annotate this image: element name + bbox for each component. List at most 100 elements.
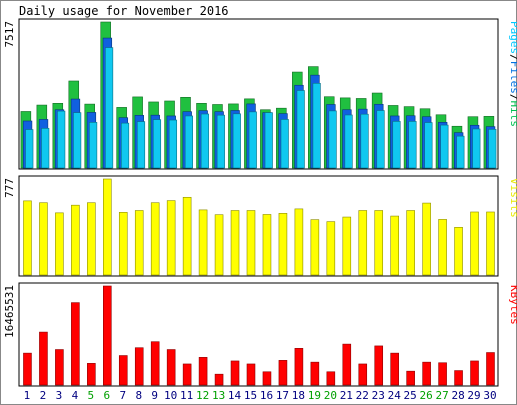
kbytes-panel-bar-kbytes-27 [438, 362, 447, 386]
kbytes-panel-bar-kbytes-9 [150, 341, 160, 386]
kbytes-panel-bar-kbytes-7 [118, 355, 128, 386]
visits-panel-bar-visits-17 [278, 213, 288, 276]
hits-panel-bar-pages-20 [328, 110, 337, 169]
hits-panel-bar-pages-11 [184, 115, 193, 169]
x-tick-label-27: 27 [435, 389, 448, 402]
hits-panel-bar-pages-22 [360, 113, 369, 169]
hits-panel-bar-pages-16 [264, 112, 273, 169]
visits-panel-bar-visits-30 [486, 211, 495, 276]
kbytes-panel-bar-kbytes-26 [422, 361, 431, 386]
visits-panel-bar-visits-5 [87, 202, 96, 276]
x-tick-label-14: 14 [228, 389, 242, 402]
visits-panel-bar-visits-23 [374, 210, 384, 276]
visits-panel-max-label: 777 [3, 178, 16, 198]
hits-panel-bar-pages-21 [344, 114, 353, 169]
kbytes-panel-bar-kbytes-5 [87, 363, 96, 386]
x-tick-label-2: 2 [40, 389, 47, 402]
kbytes-panel-frame [18, 282, 499, 387]
x-tick-label-21: 21 [340, 389, 353, 402]
visits-panel-bar-visits-28 [454, 227, 463, 276]
kbytes-panel-bar-kbytes-2 [39, 331, 48, 386]
visits-panel-legend-item-0: Visits [508, 178, 517, 218]
visits-panel-bar-visits-6 [103, 178, 112, 276]
hits-panel-bar-pages-23 [376, 110, 385, 169]
hits-panel-bar-pages-18 [296, 90, 305, 169]
hits-panel-max-label: 7517 [3, 21, 16, 48]
visits-panel-bar-visits-9 [150, 202, 160, 276]
x-tick-label-3: 3 [56, 389, 63, 402]
hits-panel-bar-pages-3 [57, 110, 66, 169]
kbytes-panel-bar-kbytes-3 [55, 349, 64, 386]
panels-group: 7517Pages/Files/Hits777Visits16465531KBy… [3, 18, 517, 387]
hits-panel-bar-pages-10 [168, 119, 178, 169]
kbytes-panel-bar-kbytes-1 [23, 352, 32, 386]
hits-panel-bar-pages-1 [25, 129, 34, 169]
x-tick-label-19: 19 [308, 389, 321, 402]
x-tick-label-8: 8 [135, 389, 142, 402]
x-tick-label-4: 4 [72, 389, 79, 402]
x-tick-label-1: 1 [24, 389, 31, 402]
kbytes-panel-bar-kbytes-22 [358, 363, 368, 386]
visits-panel-bar-visits-3 [55, 212, 64, 276]
x-tick-label-22: 22 [356, 389, 369, 402]
hits-panel-bar-pages-19 [312, 83, 321, 169]
hits-panel-bar-pages-30 [488, 129, 497, 169]
hits-panel-bar-pages-4 [73, 112, 82, 169]
kbytes-panel-max-label: 16465531 [3, 285, 16, 338]
visits-panel-frame [18, 175, 499, 277]
kbytes-panel-bar-kbytes-29 [470, 360, 479, 386]
chart-title: Daily usage for November 2016 [19, 4, 229, 18]
visits-panel-bar-visits-21 [342, 216, 352, 276]
x-tick-label-16: 16 [260, 389, 273, 402]
hits-panel-bar-pages-9 [152, 119, 162, 169]
visits-panel-bar-visits-4 [71, 204, 80, 276]
x-tick-label-7: 7 [119, 389, 126, 402]
x-tick-label-13: 13 [212, 389, 225, 402]
visits-panel-bar-visits-1 [23, 200, 32, 276]
visits-panel-bar-visits-27 [438, 219, 447, 276]
kbytes-panel-bar-kbytes-11 [182, 363, 192, 386]
kbytes-panel-bar-kbytes-30 [486, 352, 495, 386]
hits-panel-bar-pages-17 [280, 119, 289, 169]
hits-panel-bar-pages-13 [216, 114, 225, 169]
kbytes-panel-bar-kbytes-23 [374, 345, 384, 386]
hits-panel-frame [18, 18, 499, 170]
hits-panel-legend-item-0: Pages [508, 21, 517, 54]
visits-panel-bar-visits-20 [326, 221, 336, 276]
x-tick-label-12: 12 [196, 389, 209, 402]
kbytes-panel-bar-kbytes-6 [103, 285, 112, 386]
hits-panel-bar-pages-8 [136, 121, 146, 169]
visits-panel-bar-visits-22 [358, 210, 368, 276]
x-tick-label-15: 15 [244, 389, 257, 402]
hits-panel-bar-pages-24 [392, 121, 401, 169]
kbytes-panel-bar-kbytes-24 [390, 352, 399, 386]
visits-panel-bar-visits-29 [470, 211, 479, 276]
visits-panel-bar-visits-2 [39, 202, 48, 276]
hits-panel-bar-pages-12 [200, 113, 209, 169]
visits-panel-bar-visits-11 [182, 196, 192, 276]
visits-panel-bar-visits-12 [198, 209, 208, 276]
hits-panel-legend-item-2: Files [508, 61, 517, 94]
x-axis-labels: 1 2 3 4 5 6 7 8 9 10 11 12 13 14 15 16 17 18 19 20 21 22 23 24 2… [24, 389, 497, 402]
visits-panel-bar-visits-26 [422, 202, 431, 276]
x-tick-label-24: 24 [388, 389, 402, 402]
kbytes-panel-bar-kbytes-14 [230, 360, 240, 386]
hits-panel-bar-pages-2 [41, 128, 50, 169]
x-tick-label-25: 25 [404, 389, 417, 402]
kbytes-panel-bar-kbytes-13 [214, 373, 224, 386]
x-tick-label-23: 23 [372, 389, 385, 402]
kbytes-panel-legend-item-0: KBytes [508, 285, 517, 325]
hits-panel-bar-pages-6 [105, 47, 114, 169]
x-tick-label-5: 5 [88, 389, 95, 402]
x-tick-label-30: 30 [483, 389, 496, 402]
hits-panel-bar-pages-14 [232, 113, 241, 169]
kbytes-panel-bar-kbytes-19 [310, 361, 320, 386]
visits-panel-bar-visits-10 [166, 200, 176, 276]
kbytes-panel-bar-kbytes-16 [262, 371, 272, 386]
kbytes-panel-bar-kbytes-21 [342, 343, 352, 386]
x-tick-label-20: 20 [324, 389, 337, 402]
kbytes-panel-bar-kbytes-12 [198, 357, 208, 386]
hits-panel-bar-pages-7 [121, 122, 130, 169]
